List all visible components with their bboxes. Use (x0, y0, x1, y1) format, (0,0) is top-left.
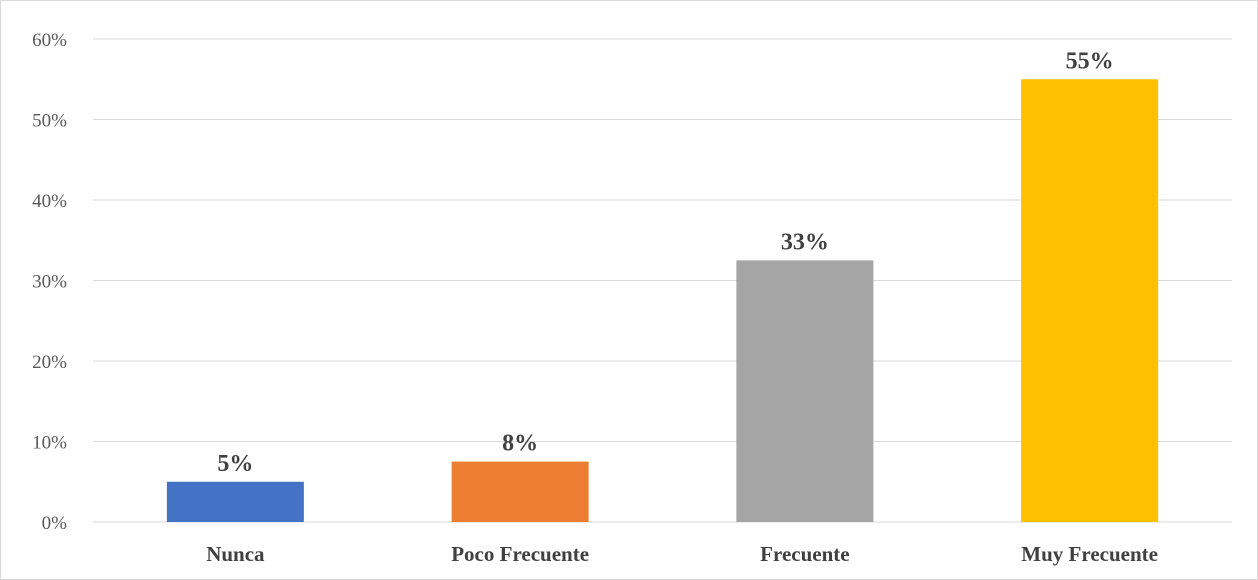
bars (166, 79, 1159, 522)
x-category-label: Frecuente (760, 542, 849, 566)
bar (166, 481, 304, 522)
data-label: 33% (781, 229, 829, 255)
data-labels: 5% 8% 33% 55% (217, 48, 1113, 477)
data-label: 5% (217, 451, 253, 477)
data-label: 55% (1066, 48, 1114, 74)
x-axis-categories: Nunca Poco Frecuente Frecuente Muy Frecuent… (206, 542, 1158, 566)
y-tick-label: 10% (32, 433, 67, 454)
gridlines (93, 38, 1232, 523)
x-category-label: Muy Frecuente (1021, 542, 1158, 566)
bar (1021, 79, 1159, 522)
y-tick-label: 30% (32, 272, 67, 293)
bar (451, 461, 589, 522)
y-tick-label: 60% (32, 30, 67, 51)
x-category-label: Poco Frecuente (451, 542, 589, 566)
y-tick-label: 0% (42, 513, 68, 534)
y-tick-label: 20% (32, 352, 67, 373)
y-tick-label: 40% (32, 191, 67, 212)
bar (736, 260, 874, 522)
x-category-label: Nunca (206, 542, 265, 566)
y-tick-label: 50% (32, 111, 67, 132)
data-label: 8% (502, 431, 538, 457)
y-axis-ticks: 0% 10% 20% 30% 40% 50% 60% (32, 30, 67, 534)
